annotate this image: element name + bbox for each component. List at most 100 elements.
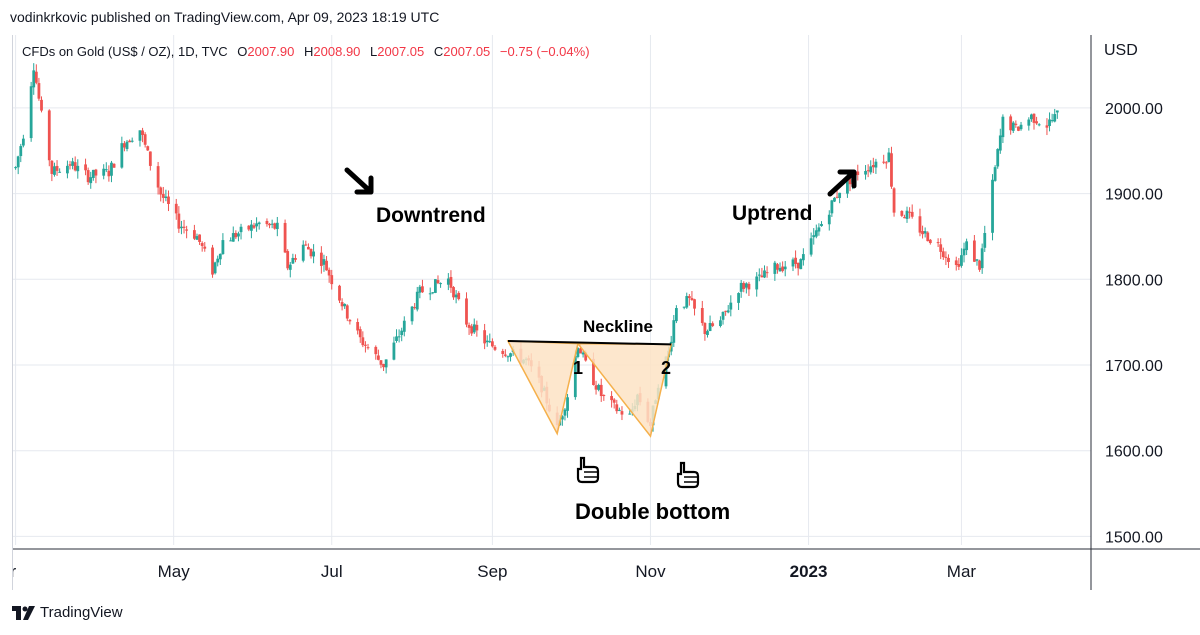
candle-body [283, 222, 287, 253]
candle-body [490, 341, 494, 347]
candle-body [1053, 114, 1057, 122]
candle-body [726, 310, 730, 313]
candle-body [146, 146, 150, 151]
price-chart[interactable]: 1500.00 1600.00 1700.00 1800.00 1900.00 2000.… [13, 35, 1200, 590]
candle-body [203, 246, 207, 249]
candle-body [123, 143, 126, 148]
low-label: L [370, 44, 378, 59]
candle-body [711, 323, 715, 326]
candle-body [664, 356, 668, 387]
candle-body [141, 130, 144, 135]
candle-body [395, 336, 398, 341]
candle-body [610, 396, 614, 401]
candle-body [903, 217, 906, 219]
candle-body [167, 196, 170, 204]
candle-body [397, 336, 401, 338]
candle-body [954, 260, 958, 266]
pointing-hand-icon-1 [576, 456, 600, 484]
candle-body [757, 274, 761, 276]
open-label: O [237, 44, 248, 59]
candle-body [50, 160, 54, 174]
candle-body [452, 287, 455, 298]
candle-body [364, 344, 367, 346]
candle-body [304, 244, 308, 246]
candle-body [503, 354, 507, 356]
candle-body [566, 397, 569, 411]
candle-body [104, 169, 108, 171]
candle-body [361, 337, 365, 346]
candle-body [107, 170, 111, 177]
candle-body [247, 225, 251, 230]
x-tick-label: ar [13, 562, 16, 581]
candle-body [84, 164, 87, 171]
candle-body [910, 211, 914, 217]
candle-body [801, 254, 805, 261]
candle-body [216, 258, 220, 263]
candle-body [820, 223, 823, 227]
candle-body [739, 282, 743, 292]
candle-body [112, 163, 116, 168]
candle-body [584, 351, 588, 361]
candle-body [983, 232, 987, 248]
candle-body [449, 276, 453, 288]
candle-body [944, 256, 948, 258]
candle-body [71, 161, 75, 166]
candle-body [848, 176, 852, 185]
candle-body [744, 283, 748, 288]
candle-body [791, 259, 795, 267]
candle-body [418, 286, 422, 293]
tradingview-logo[interactable]: TradingView [12, 604, 123, 621]
candle-body [156, 166, 160, 188]
candle-body [960, 255, 963, 266]
candle-body [778, 267, 782, 272]
candle-body [620, 411, 624, 415]
candle-body [781, 266, 785, 271]
candle-body [796, 262, 800, 269]
candle-body [255, 223, 258, 227]
candle-body [252, 225, 256, 228]
candle-body [846, 178, 849, 194]
candle-body [415, 291, 419, 310]
candle-body [563, 409, 567, 416]
candle-body [773, 262, 777, 274]
x-tick-label: Mar [947, 562, 977, 581]
candle-body [94, 169, 98, 176]
candle-body [143, 134, 147, 145]
close-label: C [433, 44, 444, 59]
y-tick-label: 2000.00 [1105, 101, 1163, 118]
y-tick-label: 1600.00 [1105, 444, 1163, 461]
candle-body [384, 359, 388, 368]
candle-body [436, 280, 440, 284]
candle-body [14, 167, 17, 169]
candle-body [366, 347, 370, 349]
candle-body [1032, 113, 1036, 123]
candle-body [1055, 110, 1059, 113]
candle-body [86, 170, 90, 183]
currency-label: USD [1104, 42, 1138, 59]
candle-body [68, 164, 72, 166]
candle-body [830, 200, 834, 214]
x-tick-label: Jul [321, 562, 343, 581]
candle-body [1027, 119, 1031, 126]
low-value: 2007.05 [377, 44, 425, 59]
candle-body [763, 270, 766, 278]
candle-body [1014, 123, 1018, 125]
candle-body [700, 308, 704, 324]
bottom-2-triangle [576, 342, 673, 438]
candle-body [431, 292, 435, 294]
candle-body [1017, 126, 1020, 131]
x-tick-label: 2023 [790, 562, 828, 581]
candle-body [338, 285, 341, 301]
candle-body [483, 330, 487, 344]
candle-body [177, 213, 181, 229]
candle-body [382, 363, 385, 368]
candle-body [581, 352, 585, 355]
candle-body [312, 251, 315, 257]
candle-body [1019, 124, 1023, 130]
candle-body [1029, 114, 1033, 120]
candle-body [908, 211, 912, 213]
candle-body [161, 193, 165, 198]
neckline [507, 340, 672, 346]
candle-body [198, 234, 201, 242]
candle-body [200, 243, 204, 246]
